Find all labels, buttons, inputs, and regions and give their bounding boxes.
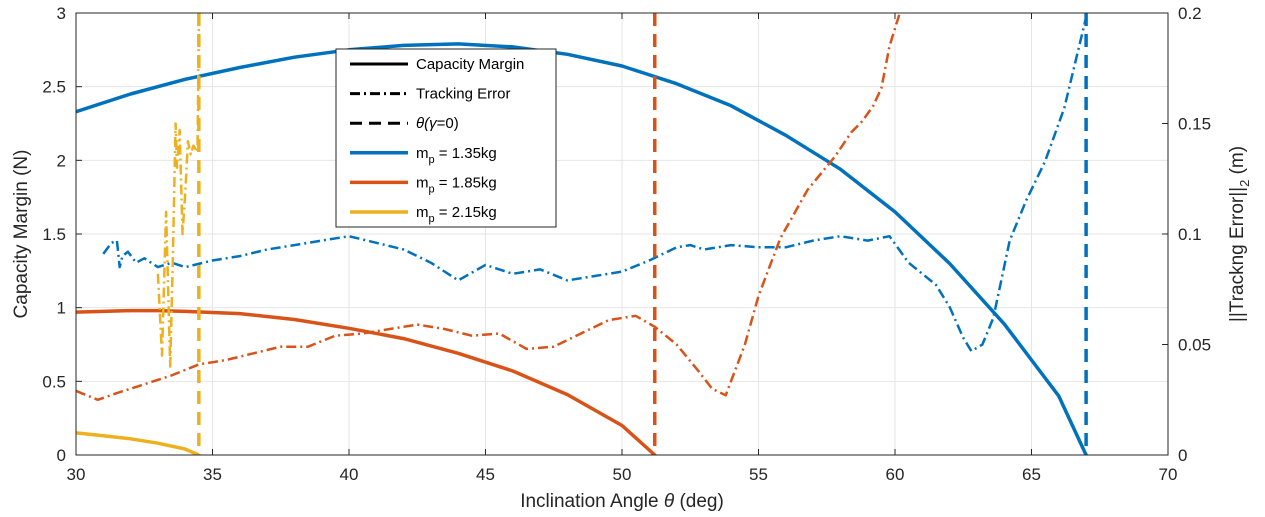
y-tick-label: 1.5 [42,225,66,244]
y-tick-label: 0 [57,446,66,465]
y2-axis-label: ||Trackng Error||2 (m) [1227,146,1252,322]
x-tick-label: 35 [203,465,222,484]
y-tick-label: 0.5 [42,372,66,391]
legend-label-mass-0: mp = 1.35kg [416,145,497,166]
tracking-error-line-2 [156,13,201,368]
series-layer [76,13,1088,455]
x-tick-label: 60 [886,465,905,484]
y-tick-label: 3 [57,4,66,23]
legend-label-mass-2: mp = 2.15kg [416,204,497,225]
axis-labels: Inclination Angle θ (deg) Capacity Margin… [11,146,1252,512]
legend-label: Capacity Margin [416,56,524,73]
y2-tick-label: 0.1 [1178,225,1202,244]
y-axis-label: Capacity Margin (N) [11,150,32,319]
x-tick-label: 70 [1159,465,1178,484]
x-tick-label: 40 [340,465,359,484]
y-tick-label: 2 [57,151,66,170]
y2-tick-label: 0.05 [1178,336,1211,355]
x-tick-label: 30 [67,465,86,484]
legend: Capacity Margin Tracking Error θ(γ=0) mp = … [335,48,557,228]
capacity-margin-line-2 [76,431,200,455]
x-tick-label: 45 [476,465,495,484]
tracking-error-line-0 [102,17,1088,353]
legend-box [335,48,557,228]
y2-tick-label: 0 [1178,446,1187,465]
legend-label: θ(γ=0) [416,115,459,132]
axes: 30 35 40 45 50 55 60 65 7000.511.522.5300.050.10… [42,4,1211,484]
y2-tick-label: 0.2 [1178,4,1202,23]
y-tick-label: 2.5 [42,78,66,97]
x-axis-label: Inclination Angle θ (deg) [520,491,724,512]
x-tick-label: 55 [749,465,768,484]
x-tick-label: 50 [613,465,632,484]
y-tick-label: 1 [57,299,66,318]
y2-tick-label: 0.15 [1178,115,1211,134]
tracking-error-line-1 [76,13,902,402]
legend-label-mass-1: mp = 1.85kg [416,174,497,195]
capacity-margin-line-0 [76,42,1088,455]
legend-label: Tracking Error [416,86,510,103]
capacity-margin-line-1 [76,308,656,455]
x-tick-label: 65 [1022,465,1041,484]
plot-frame [75,12,1169,456]
